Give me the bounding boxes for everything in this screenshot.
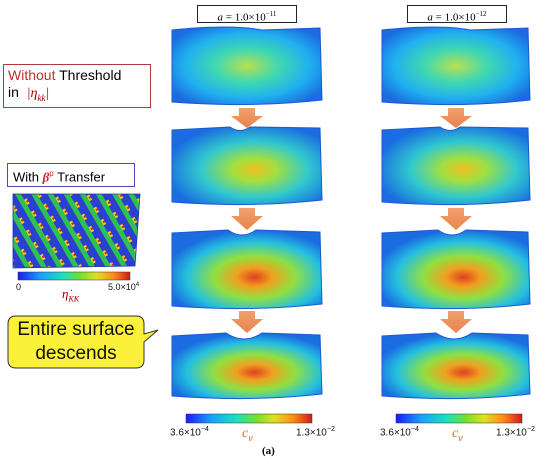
panel-col2-row2 bbox=[381, 126, 531, 206]
inset-colorbar-label: η̇KK bbox=[62, 286, 80, 304]
down-arrow-icon bbox=[231, 311, 263, 333]
panel-col2-row3 bbox=[381, 229, 531, 310]
panel-col1-row3 bbox=[171, 229, 323, 310]
inset-colorbar-max: 5.0×104 bbox=[108, 282, 140, 292]
bottom-colorbar-col2 bbox=[395, 413, 523, 424]
inset-colorbar bbox=[17, 271, 131, 281]
without-threshold-label: Without Threshold in |ηkk| bbox=[3, 64, 151, 108]
bottom-colorbar-col1 bbox=[185, 413, 313, 424]
colorbar-col1-label: cv bbox=[242, 426, 253, 443]
callout-bubble bbox=[7, 315, 159, 369]
colorbar-col2-label: cv bbox=[452, 426, 463, 443]
panel-col2-row1 bbox=[381, 26, 531, 106]
figure-caption: (a) bbox=[262, 445, 275, 457]
panel-col1-row1 bbox=[171, 26, 323, 106]
panel-col1-row4 bbox=[171, 332, 323, 400]
down-arrow-icon bbox=[231, 208, 263, 230]
column-header-1: a = 1.0×10−11 bbox=[197, 5, 297, 24]
down-arrow-icon bbox=[231, 108, 263, 128]
colorbar-col1-min: 3.6×10−4 bbox=[170, 426, 209, 439]
colorbar-col2-min: 3.6×10−4 bbox=[380, 426, 419, 439]
panel-col1-row2 bbox=[171, 126, 323, 206]
colorbar-col1-max: 1.3×10−2 bbox=[296, 426, 335, 439]
callout-text: Entire surface descends bbox=[17, 319, 135, 364]
beta-transfer-inset-image bbox=[12, 193, 141, 269]
down-arrow-icon bbox=[440, 108, 472, 128]
panel-col2-row4 bbox=[381, 332, 531, 400]
down-arrow-icon bbox=[440, 208, 472, 230]
inset-colorbar-min: 0 bbox=[16, 282, 22, 292]
colorbar-col2-max: 1.3×10−2 bbox=[496, 426, 535, 439]
column-header-2: a = 1.0×10−12 bbox=[407, 5, 507, 24]
down-arrow-icon bbox=[440, 311, 472, 333]
with-beta-transfer-label: With βp Transfer bbox=[7, 163, 135, 187]
